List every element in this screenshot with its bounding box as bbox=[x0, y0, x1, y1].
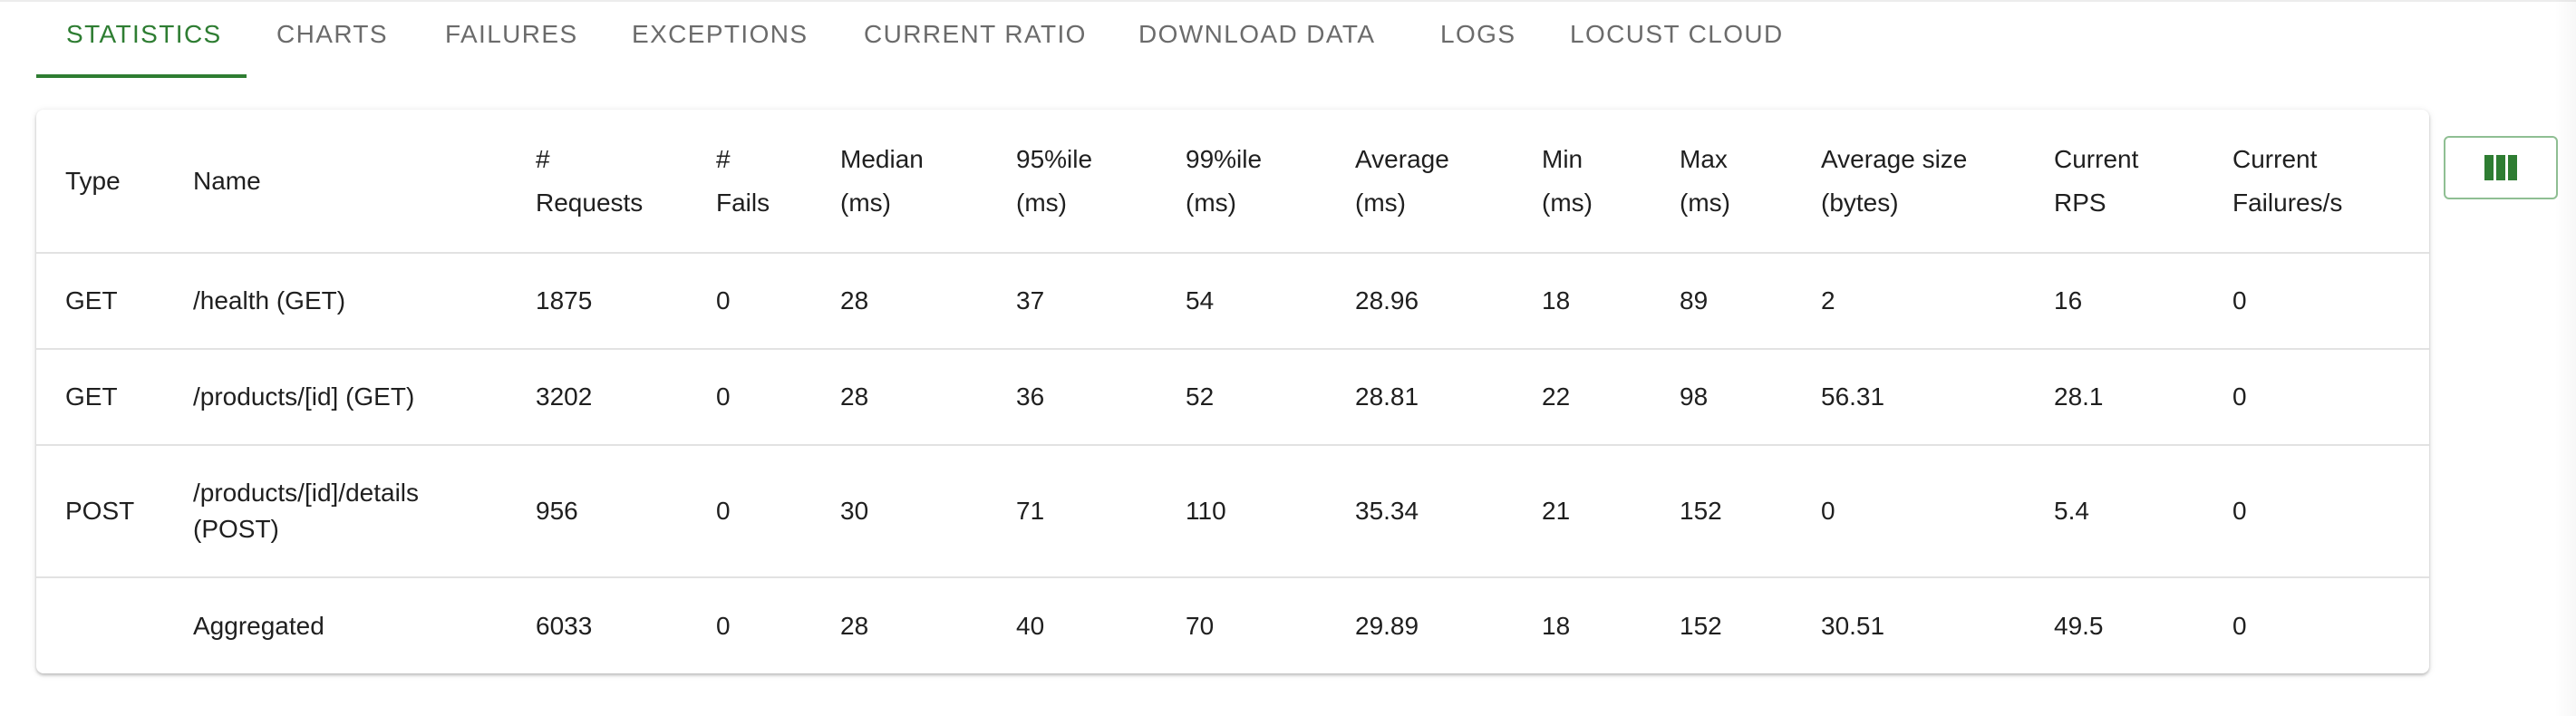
tab-exceptions[interactable]: EXCEPTIONS bbox=[632, 20, 809, 48]
cell-type: POST bbox=[36, 445, 164, 578]
cell-p99: 54 bbox=[1157, 253, 1326, 350]
cell-current-rps: 16 bbox=[2025, 253, 2203, 350]
cell-avg-size: 56.31 bbox=[1792, 349, 2025, 446]
col-header-p95[interactable]: 95%ile (ms) bbox=[987, 110, 1157, 254]
col-header-median[interactable]: Median (ms) bbox=[811, 110, 987, 254]
cell-max: 152 bbox=[1680, 611, 1722, 640]
tab-download-data[interactable]: DOWNLOAD DATA bbox=[1138, 20, 1376, 48]
tab-charts[interactable]: CHARTS bbox=[276, 20, 389, 48]
col-header-name[interactable]: Name bbox=[164, 110, 507, 254]
cell-median: 28 bbox=[811, 253, 987, 350]
col-header-min[interactable]: Min (ms) bbox=[1513, 110, 1651, 254]
cell-avg-size: 2 bbox=[1792, 253, 2025, 350]
cell-median: 30 bbox=[811, 445, 987, 578]
cell-average: 28.96 bbox=[1326, 253, 1513, 350]
cell-max: 152 bbox=[1651, 445, 1792, 578]
table-header-row: Type Name # Requests # Fails Median (ms) 95… bbox=[36, 110, 2429, 254]
col-header-max[interactable]: Max (ms) bbox=[1651, 110, 1792, 254]
cell-requests: 956 bbox=[507, 445, 687, 578]
table-row: GET /products/[id] (GET) 3202 0 28 36 52… bbox=[36, 349, 2429, 446]
tab-statistics[interactable]: STATISTICS bbox=[36, 0, 247, 78]
cell-min: 21 bbox=[1513, 445, 1651, 578]
cell-average: 28.81 bbox=[1326, 349, 1513, 446]
statistics-table-card: Type Name # Requests # Fails Median (ms) 95… bbox=[36, 110, 2429, 673]
cell-current-rps: 5.4 bbox=[2025, 445, 2203, 578]
col-header-p99[interactable]: 99%ile (ms) bbox=[1157, 110, 1326, 254]
cell-median: 28 bbox=[811, 349, 987, 446]
cell-current-failures: 0 bbox=[2203, 253, 2429, 350]
main-tabs: STATISTICS CHARTS FAILURES EXCEPTIONS CU… bbox=[36, 0, 1784, 78]
column-selector-button[interactable] bbox=[2444, 136, 2558, 199]
cell-avg-size: 30.51 bbox=[1821, 611, 1885, 640]
cell-p99: 52 bbox=[1157, 349, 1326, 446]
cell-requests: 3202 bbox=[507, 349, 687, 446]
cell-fails: 0 bbox=[687, 349, 811, 446]
statistics-table: Type Name # Requests # Fails Median (ms) 95… bbox=[36, 110, 2429, 673]
cell-current-failures: 0 bbox=[2232, 611, 2247, 640]
col-header-fails[interactable]: # Fails bbox=[687, 110, 811, 254]
cell-requests: 6033 bbox=[536, 611, 593, 640]
cell-current-rps: 28.1 bbox=[2025, 349, 2203, 446]
cell-min: 22 bbox=[1513, 349, 1651, 446]
col-header-avg-size[interactable]: Average size (bytes) bbox=[1792, 110, 2025, 254]
page-edge-shadow bbox=[2554, 0, 2576, 716]
cell-avg-size: 0 bbox=[1792, 445, 2025, 578]
top-divider bbox=[0, 0, 2576, 2]
view-column-icon bbox=[2484, 155, 2517, 180]
table-row: POST /products/[id]/details (POST) 956 0 … bbox=[36, 445, 2429, 578]
cell-current-rps: 49.5 bbox=[2054, 611, 2104, 640]
tab-logs[interactable]: LOGS bbox=[1440, 20, 1516, 48]
cell-p95: 37 bbox=[987, 253, 1157, 350]
cell-p99: 110 bbox=[1157, 445, 1326, 578]
cell-min: 18 bbox=[1513, 253, 1651, 350]
cell-current-failures: 0 bbox=[2203, 349, 2429, 446]
cell-p95: 36 bbox=[987, 349, 1157, 446]
col-header-average[interactable]: Average (ms) bbox=[1326, 110, 1513, 254]
cell-type bbox=[36, 577, 164, 673]
cell-p95: 40 bbox=[1016, 611, 1045, 640]
cell-name: /products/[id]/details (POST) bbox=[164, 445, 507, 578]
table-row: GET /health (GET) 1875 0 28 37 54 28.96 … bbox=[36, 253, 2429, 350]
table-row-aggregated: Aggregated 6033 0 28 40 70 29.89 18 152 … bbox=[36, 577, 2429, 673]
cell-fails: 0 bbox=[687, 253, 811, 350]
col-header-current-rps[interactable]: Current RPS bbox=[2025, 110, 2203, 254]
cell-name: /health (GET) bbox=[164, 253, 507, 350]
cell-max: 89 bbox=[1651, 253, 1792, 350]
cell-type: GET bbox=[36, 349, 164, 446]
cell-p99: 70 bbox=[1186, 611, 1215, 640]
tab-locust-cloud[interactable]: LOCUST CLOUD bbox=[1570, 20, 1784, 48]
cell-name: Aggregated bbox=[193, 611, 324, 640]
cell-max: 98 bbox=[1651, 349, 1792, 446]
cell-type: GET bbox=[36, 253, 164, 350]
tab-failures[interactable]: FAILURES bbox=[445, 20, 578, 48]
cell-average: 29.89 bbox=[1355, 611, 1419, 640]
cell-current-failures: 0 bbox=[2203, 445, 2429, 578]
cell-fails: 0 bbox=[716, 611, 731, 640]
cell-median: 28 bbox=[840, 611, 869, 640]
col-header-current-failures[interactable]: Current Failures/s bbox=[2203, 110, 2429, 254]
cell-min: 18 bbox=[1542, 611, 1571, 640]
tab-current-ratio[interactable]: CURRENT RATIO bbox=[864, 20, 1087, 48]
cell-fails: 0 bbox=[687, 445, 811, 578]
cell-requests: 1875 bbox=[507, 253, 687, 350]
col-header-type[interactable]: Type bbox=[36, 110, 164, 254]
cell-p95: 71 bbox=[987, 445, 1157, 578]
col-header-requests[interactable]: # Requests bbox=[507, 110, 687, 254]
cell-name: /products/[id] (GET) bbox=[164, 349, 507, 446]
cell-average: 35.34 bbox=[1326, 445, 1513, 578]
